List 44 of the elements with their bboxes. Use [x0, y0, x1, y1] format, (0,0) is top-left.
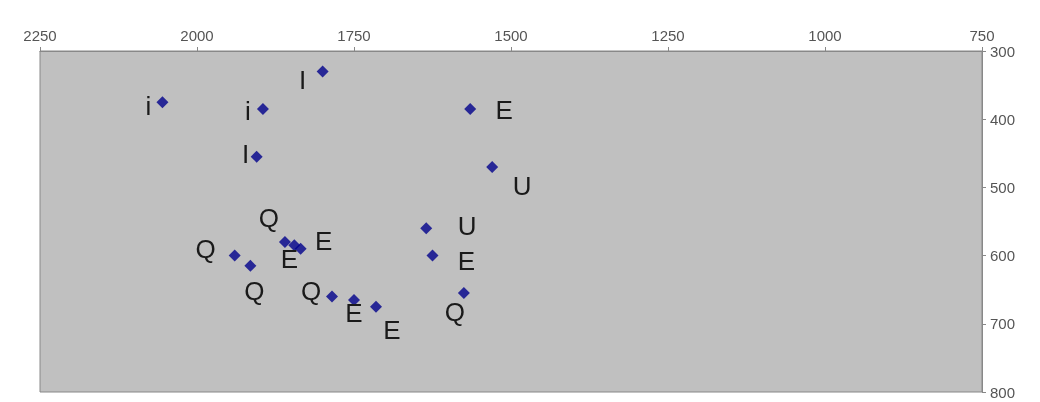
- annotation: i: [245, 95, 251, 126]
- point: [426, 249, 439, 262]
- x-tick-label: 2250: [23, 27, 57, 44]
- x-tick-label: 750: [969, 27, 995, 44]
- annotation: E: [314, 225, 333, 256]
- annotation: Q: [258, 202, 280, 233]
- x-tick-label: 2000: [180, 27, 214, 44]
- point: [156, 96, 169, 109]
- annotation: Q: [195, 233, 216, 264]
- point: [244, 259, 257, 272]
- annotation: I: [298, 65, 307, 96]
- annotation: E: [280, 244, 299, 275]
- y-tick-label: 600: [990, 247, 1016, 265]
- x-tick-label: 1750: [337, 27, 371, 44]
- point: [420, 222, 433, 235]
- annotation: Q: [444, 297, 466, 328]
- point: [250, 150, 263, 163]
- y-tick-label: 700: [990, 315, 1016, 333]
- point: [369, 300, 382, 313]
- point: [464, 102, 477, 115]
- annotation: E: [495, 94, 513, 125]
- point: [326, 290, 339, 303]
- y-tick-label: 300: [990, 42, 1016, 60]
- annotation: Q: [244, 275, 265, 306]
- point: [256, 102, 269, 115]
- y-tick-label: 400: [990, 110, 1016, 128]
- annotation: E: [345, 297, 363, 328]
- point: [278, 235, 291, 248]
- annotation: U: [512, 170, 532, 201]
- annotation: Q: [300, 275, 322, 306]
- point: [228, 249, 241, 262]
- x-tick-label: 1250: [651, 27, 685, 44]
- annotation: U: [457, 211, 477, 242]
- point: [486, 160, 499, 173]
- annotation: E: [383, 314, 401, 345]
- point: [457, 287, 470, 300]
- annotation: i: [145, 91, 152, 122]
- y-tick-label: 500: [990, 178, 1016, 196]
- x-tick-label: 1500: [494, 27, 528, 44]
- y-tick-label: 800: [990, 383, 1016, 401]
- annotation: E: [457, 245, 476, 276]
- point: [316, 65, 329, 78]
- x-tick-label: 1000: [808, 27, 842, 44]
- annotation: I: [242, 138, 250, 169]
